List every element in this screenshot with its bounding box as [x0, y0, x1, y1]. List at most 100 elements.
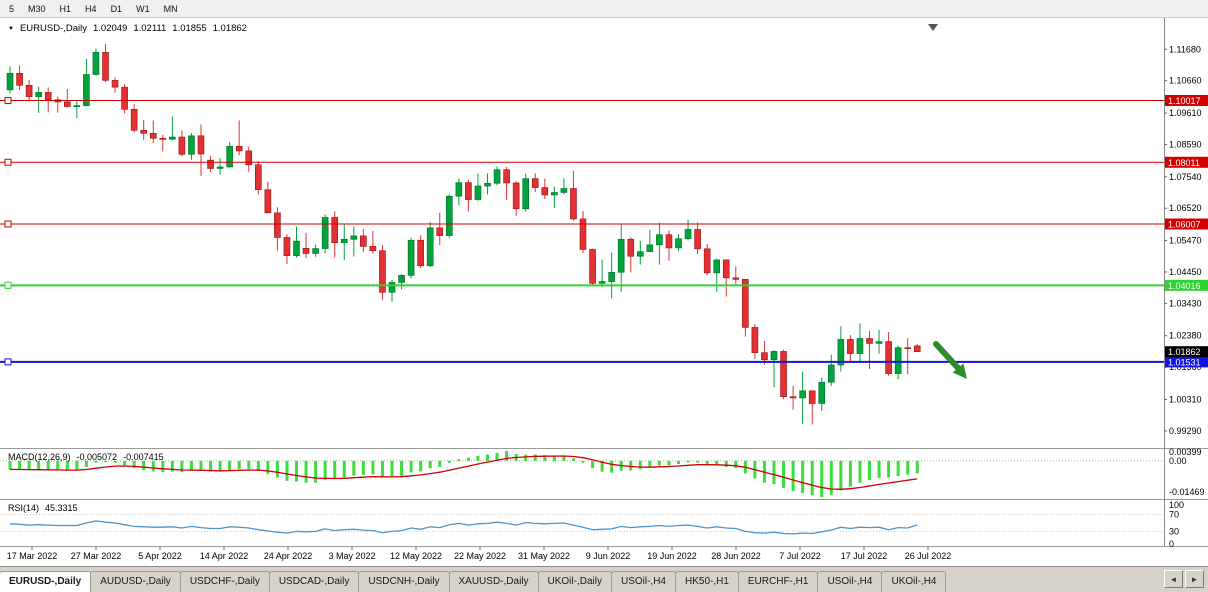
- candle: [875, 329, 883, 354]
- tab-usdcad-daily[interactable]: USDCAD-,Daily: [268, 571, 360, 592]
- candle: [512, 181, 520, 216]
- annotation-arrow[interactable]: [933, 341, 967, 379]
- svg-text:1.10017: 1.10017: [1168, 96, 1201, 106]
- candle: [598, 259, 606, 287]
- candle: [35, 86, 42, 114]
- candles: [6, 44, 921, 425]
- svg-text:1.04016: 1.04016: [1168, 281, 1201, 291]
- macd-signal-value: -0.007415: [123, 452, 164, 462]
- candle: [694, 222, 701, 255]
- timeframe-button-m30[interactable]: M30: [28, 3, 46, 14]
- hline-anchor[interactable]: [4, 96, 12, 104]
- macd-value: -0.005072: [76, 452, 118, 462]
- candle: [188, 133, 195, 160]
- svg-text:14 Apr 2022: 14 Apr 2022: [200, 551, 249, 561]
- svg-text:12 May 2022: 12 May 2022: [390, 551, 442, 561]
- tab-audusd-daily[interactable]: AUDUSD-,Daily: [90, 571, 181, 592]
- hline-anchor[interactable]: [4, 220, 12, 228]
- candle: [684, 219, 692, 241]
- candle: [636, 240, 644, 265]
- candle: [570, 170, 577, 221]
- svg-text:1.09610: 1.09610: [1169, 108, 1202, 118]
- tab-eurusd-daily[interactable]: EURUSD-,Daily: [0, 571, 92, 592]
- svg-text:1.02380: 1.02380: [1169, 331, 1202, 341]
- candle: [369, 230, 377, 255]
- candle: [455, 178, 463, 206]
- tab-ukoil-daily[interactable]: UKOil-,Daily: [537, 571, 612, 592]
- timeframe-button-d1[interactable]: D1: [110, 3, 123, 14]
- macd-axis-max: 0.00399: [1169, 447, 1202, 457]
- chart-canvas[interactable]: 1.11680 1.10660 1.09610 1.08590 1.07540 1.065…: [0, 18, 1208, 566]
- timeframe-button-mn[interactable]: MN: [163, 3, 178, 14]
- svg-text:100: 100: [1169, 500, 1184, 510]
- hline-anchor[interactable]: [4, 281, 12, 289]
- tab-usdcnh-daily[interactable]: USDCNH-,Daily: [358, 571, 450, 592]
- svg-text:27 Mar 2022: 27 Mar 2022: [71, 551, 122, 561]
- hline-anchor[interactable]: [4, 158, 12, 166]
- tab-scroll-right-button[interactable]: ►: [1185, 570, 1204, 588]
- candle: [493, 166, 501, 186]
- price-tag: 1.01862: [1165, 346, 1208, 358]
- hline-anchor[interactable]: [4, 358, 12, 366]
- tab-usoil-h4[interactable]: USOil-,H4: [817, 571, 883, 592]
- price-tag: 1.10017: [1165, 94, 1208, 106]
- candle: [178, 130, 186, 157]
- candle: [589, 248, 596, 287]
- candle: [407, 237, 415, 279]
- tab-scroll-left-button[interactable]: ◄: [1164, 570, 1183, 588]
- macd-axis-zero: 0.00: [1169, 456, 1187, 466]
- candle: [827, 354, 835, 386]
- rsi-value: 45.3315: [45, 503, 78, 513]
- chart-shift-marker-icon[interactable]: [928, 24, 938, 31]
- candle: [216, 157, 224, 175]
- time-axis[interactable]: 17 Mar 2022 27 Mar 2022 5 Apr 2022 14 Apr 2…: [7, 546, 952, 562]
- timeframe-button-h4[interactable]: H4: [85, 3, 97, 14]
- timeframe-button-h1[interactable]: H1: [59, 3, 72, 14]
- candle: [436, 212, 444, 246]
- tab-eurchf-h1[interactable]: EURCHF-,H1: [737, 571, 819, 592]
- timeframe-button-w1[interactable]: W1: [136, 3, 150, 14]
- candle: [445, 194, 453, 238]
- candle: [904, 338, 912, 375]
- rsi-line: [9, 520, 918, 535]
- svg-text:1.08011: 1.08011: [1168, 158, 1200, 168]
- tab-usoil-h4[interactable]: USOil-,H4: [610, 571, 676, 592]
- candle: [321, 214, 329, 254]
- svg-text:1.00310: 1.00310: [1169, 394, 1202, 404]
- chart-symbol-label: EURUSD-,Daily: [19, 23, 87, 34]
- timeframe-toolbar: 5 M30 H1 H4 D1 W1 MN: [0, 0, 1208, 18]
- candle: [579, 210, 587, 254]
- tab-ukoil-h4[interactable]: UKOil-,H4: [881, 571, 947, 592]
- svg-text:1.03430: 1.03430: [1169, 298, 1202, 308]
- symbol-tabbar: EURUSD-,Daily AUDUSD-,Daily USDCHF-,Daily U…: [0, 566, 1208, 592]
- price-tag: 1.08011: [1165, 156, 1208, 168]
- candle: [522, 173, 530, 212]
- svg-text:3 May 2022: 3 May 2022: [328, 551, 375, 561]
- candle: [360, 228, 367, 253]
- candle: [197, 124, 205, 176]
- candle: [808, 390, 816, 425]
- tab-xauusd-daily[interactable]: XAUUSD-,Daily: [448, 571, 539, 592]
- macd-indicator-label: MACD(12,26,9) -0.005072 -0.007415: [8, 452, 164, 462]
- macd-histogram: [8, 451, 919, 497]
- svg-text:1.01862: 1.01862: [1168, 347, 1201, 357]
- svg-text:0.99290: 0.99290: [1169, 426, 1202, 436]
- tab-hk50-h1[interactable]: HK50-,H1: [674, 571, 739, 592]
- candle: [25, 79, 33, 102]
- candle: [818, 377, 826, 411]
- candle: [130, 104, 138, 133]
- svg-text:0: 0: [1169, 539, 1174, 549]
- candle: [560, 178, 568, 195]
- candle: [83, 58, 90, 107]
- svg-text:30: 30: [1169, 526, 1179, 536]
- svg-text:17 Jul 2022: 17 Jul 2022: [841, 551, 888, 561]
- tab-usdchf-daily[interactable]: USDCHF-,Daily: [179, 571, 270, 592]
- candle: [302, 232, 310, 259]
- svg-text:1.05470: 1.05470: [1169, 236, 1202, 246]
- candle: [264, 181, 272, 214]
- timeframe-button-5[interactable]: 5: [9, 3, 15, 14]
- chart-area: 1.11680 1.10660 1.09610 1.08590 1.07540 1.065…: [0, 18, 1208, 566]
- candle: [646, 229, 654, 253]
- svg-text:1.06007: 1.06007: [1168, 220, 1201, 230]
- candle: [484, 173, 491, 195]
